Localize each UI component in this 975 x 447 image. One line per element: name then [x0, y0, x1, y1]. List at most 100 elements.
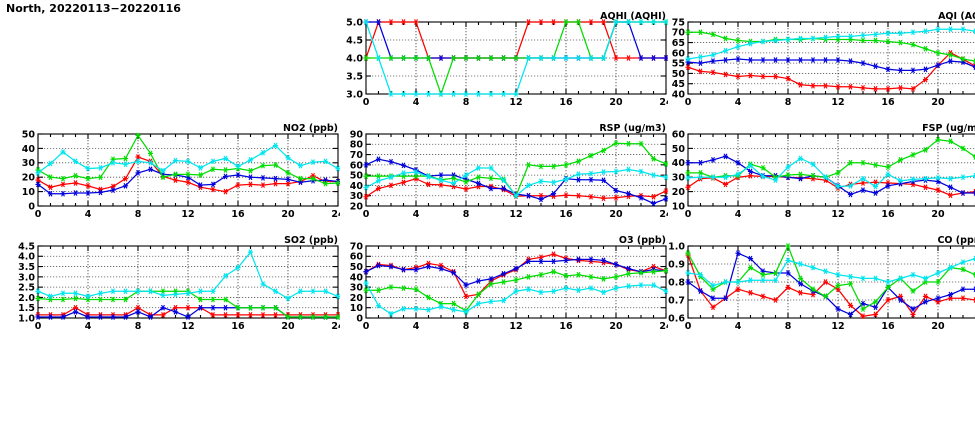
data-point-marker [400, 162, 407, 169]
data-point-marker [488, 298, 494, 305]
data-point-marker [575, 19, 582, 25]
data-point-marker [772, 177, 779, 183]
data-point-marker [210, 312, 216, 318]
data-point-marker [872, 275, 879, 282]
data-point-marker [97, 164, 104, 171]
data-point-marker [172, 288, 179, 295]
data-point-marker [297, 288, 304, 295]
data-point-marker [60, 296, 66, 303]
data-point-marker [835, 83, 841, 90]
data-point-marker [710, 69, 716, 76]
data-point-marker [885, 66, 891, 73]
data-point-marker [935, 295, 941, 302]
data-point-marker [235, 304, 241, 311]
data-point-marker [47, 160, 54, 167]
data-point-marker [710, 157, 716, 163]
y-tick-label: 10 [22, 187, 36, 198]
data-point-marker [847, 191, 854, 198]
data-point-marker [735, 250, 741, 257]
data-point-marker [122, 314, 129, 320]
y-tick-label: 75 [672, 17, 685, 28]
data-point-marker [650, 282, 657, 288]
series-blue [363, 156, 668, 207]
data-point-marker [797, 171, 804, 178]
data-point-marker [60, 190, 66, 197]
data-point-marker [563, 55, 569, 61]
x-tick-label: 0 [35, 321, 42, 332]
data-point-marker [772, 57, 779, 63]
data-point-marker [310, 314, 316, 320]
data-point-marker [600, 19, 607, 25]
data-point-marker [388, 311, 394, 317]
data-point-marker [210, 296, 216, 303]
x-tick-label: 0 [363, 209, 370, 220]
x-tick-label: 16 [881, 97, 895, 108]
data-point-marker [72, 158, 79, 165]
data-point-marker [722, 295, 729, 302]
data-point-marker [650, 268, 657, 275]
data-point-marker [525, 182, 532, 189]
data-point-marker [538, 196, 544, 203]
x-tick-label: 8 [463, 321, 470, 332]
data-point-marker [625, 283, 632, 289]
data-point-marker [463, 172, 469, 179]
data-point-marker [822, 57, 829, 63]
data-point-marker [575, 158, 582, 165]
data-point-marker [613, 194, 619, 201]
data-point-marker [310, 159, 316, 165]
data-point-marker [625, 270, 632, 277]
data-point-marker [785, 36, 791, 43]
data-point-marker [797, 275, 804, 282]
data-point-marker [335, 314, 340, 320]
data-point-marker [210, 158, 216, 165]
data-point-marker [663, 267, 668, 274]
data-point-marker [600, 257, 607, 264]
data-point-marker [613, 187, 619, 194]
data-point-marker [797, 155, 804, 162]
x-tick-label: 8 [463, 97, 470, 108]
y-tick-label: 20 [350, 293, 364, 304]
data-point-marker [735, 159, 741, 166]
x-tick-label: 4 [735, 321, 742, 332]
y-tick-label: 50 [350, 262, 364, 273]
data-point-marker [247, 249, 254, 256]
data-point-marker [685, 175, 691, 181]
data-point-marker [400, 55, 407, 61]
y-tick-label: 0.9 [668, 259, 685, 270]
data-point-marker [960, 190, 966, 196]
data-point-marker [760, 73, 766, 80]
x-tick-label: 20 [931, 321, 945, 332]
y-tick-label: 65 [672, 38, 685, 49]
data-point-marker [822, 174, 829, 181]
data-point-marker [847, 182, 854, 189]
data-point-marker [450, 175, 457, 182]
data-point-marker [835, 57, 841, 63]
data-point-marker [722, 279, 729, 285]
y-tick-label: 0 [28, 201, 35, 212]
data-point-marker [760, 277, 766, 284]
data-point-marker [735, 171, 741, 178]
data-point-marker [375, 19, 382, 25]
data-point-marker [488, 165, 494, 171]
data-point-marker [550, 258, 557, 265]
x-tick-label: 20 [609, 97, 623, 108]
data-point-marker [400, 179, 407, 186]
data-point-marker [463, 186, 469, 192]
y-tick-label: 90 [350, 129, 364, 140]
data-point-marker [588, 19, 594, 25]
data-point-marker [322, 314, 329, 320]
panel-title-aqi: AQI (AQI) [938, 11, 975, 22]
data-point-marker [210, 288, 216, 295]
data-point-marker [272, 162, 279, 168]
data-point-marker [450, 55, 457, 61]
data-point-marker [847, 302, 854, 309]
data-point-marker [735, 56, 741, 62]
data-point-marker [160, 304, 166, 311]
data-point-marker [697, 159, 704, 166]
data-point-marker [613, 55, 619, 61]
y-tick-label: 70 [350, 150, 364, 161]
y-tick-label: 1.5 [18, 303, 35, 314]
data-point-marker [400, 170, 407, 176]
data-point-marker [697, 174, 704, 181]
data-point-marker [935, 62, 941, 69]
